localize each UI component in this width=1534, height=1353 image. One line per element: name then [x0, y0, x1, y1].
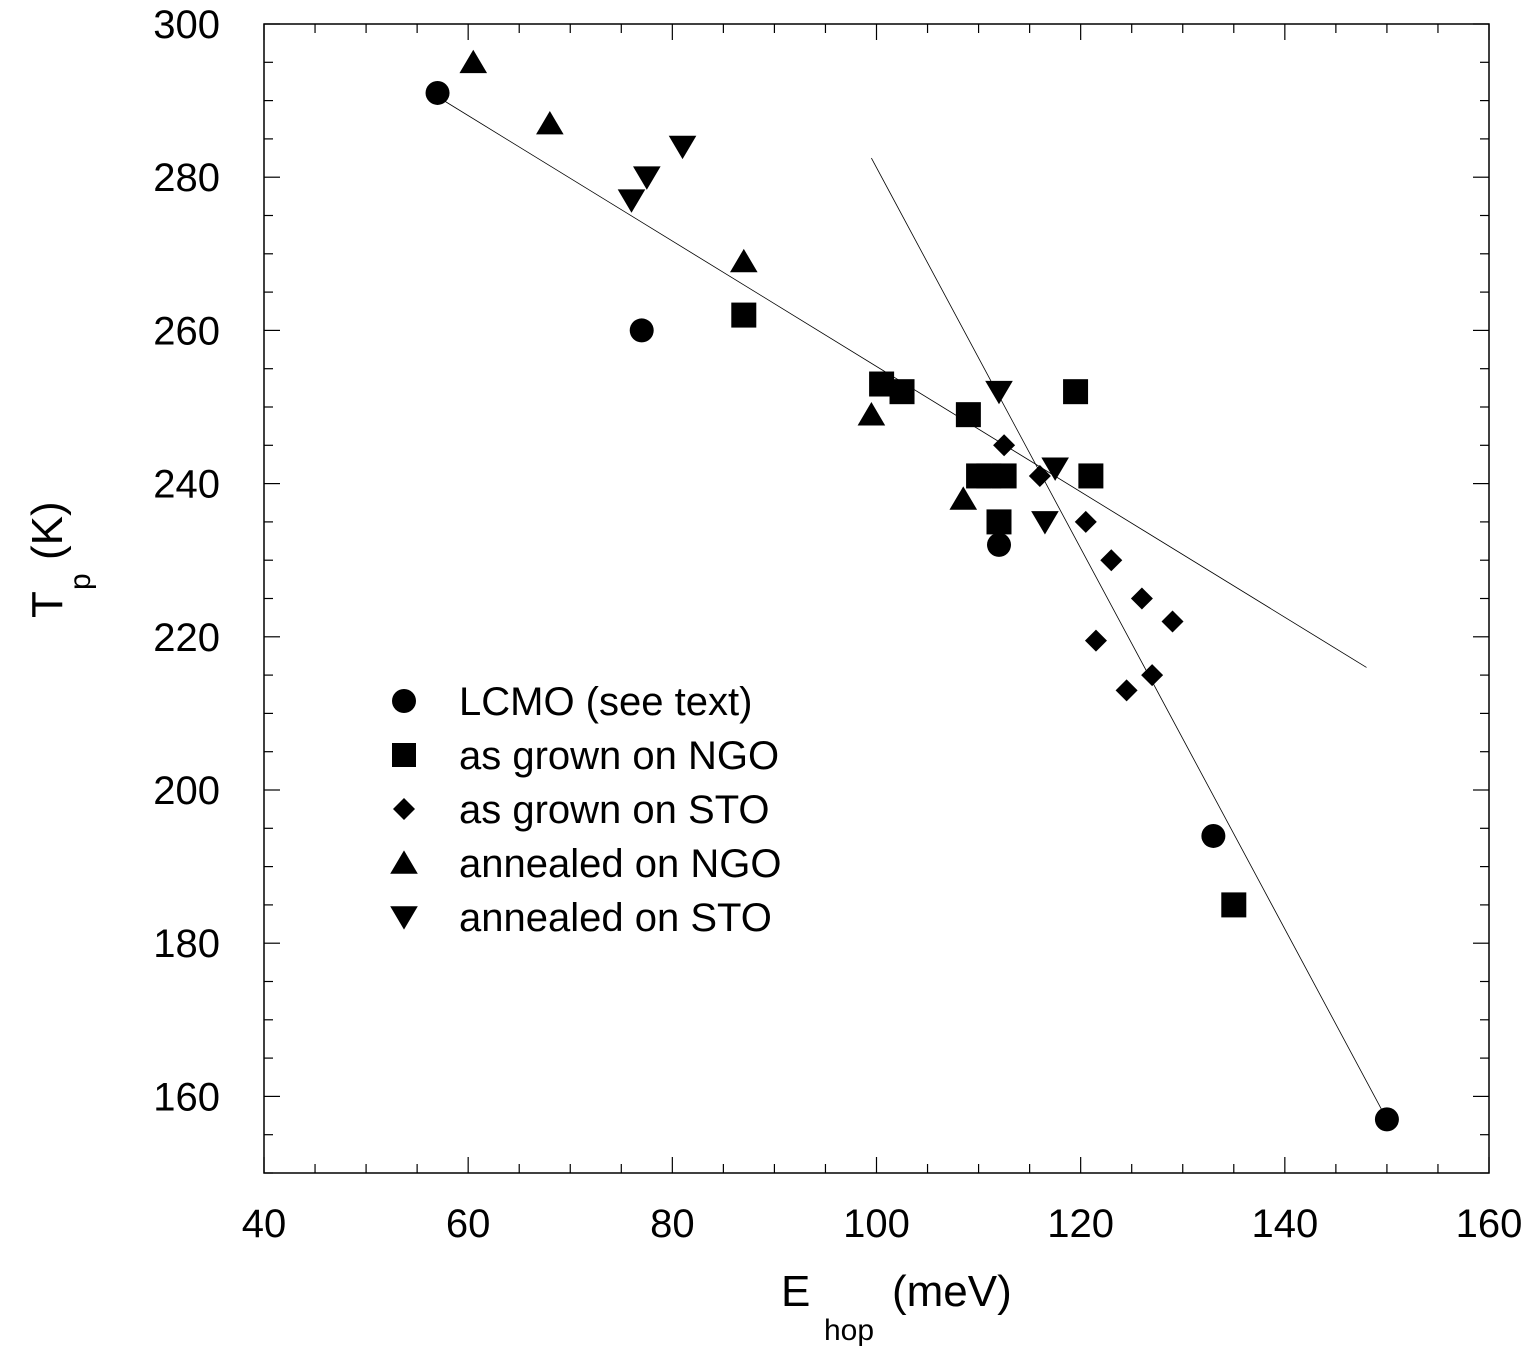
y-tick-label: 280 [153, 156, 220, 200]
legend-label: LCMO (see text) [459, 680, 752, 724]
legend: LCMO (see text) as grown on NGO as grown o… [390, 680, 781, 940]
data-point-triangle-up [729, 248, 758, 273]
data-point-triangle-down [633, 166, 661, 190]
series-triangle-down [617, 135, 1069, 535]
y-axis-label-main: T [23, 591, 72, 618]
y-axis-label-sub: p [64, 573, 97, 590]
data-point-square [1078, 463, 1104, 489]
data-point-triangle-up [536, 110, 564, 135]
legend-label: as grown on STO [459, 788, 770, 832]
x-tick-label: 80 [650, 1202, 695, 1246]
x-axis-label-sub: hop [824, 1314, 874, 1347]
data-point-diamond [1130, 587, 1153, 610]
data-point-triangle-up [459, 49, 488, 74]
y-tick-label: 240 [153, 463, 220, 507]
data-point-circle [1374, 1107, 1399, 1132]
legend-marker-diamond [393, 798, 415, 820]
data-point-triangle-down [1041, 457, 1069, 481]
y-tick-label: 260 [153, 309, 220, 353]
data-point-diamond [1100, 549, 1123, 572]
data-point-square [731, 302, 757, 328]
data-point-triangle-down [668, 135, 697, 160]
data-point-diamond [1161, 610, 1184, 633]
data-point-square [986, 509, 1012, 535]
data-point-triangle-down [617, 189, 646, 213]
data-point-circle [629, 318, 654, 343]
data-point-triangle-up [857, 402, 886, 426]
y-axis-label: Tp (K) [23, 501, 97, 618]
data-point-triangle-down [985, 380, 1013, 405]
x-tick-label: 140 [1251, 1202, 1318, 1246]
y-tick-label: 200 [153, 769, 220, 813]
data-point-diamond [1028, 464, 1051, 487]
data-point-diamond [1074, 510, 1097, 533]
legend-label: annealed on STO [459, 896, 772, 940]
x-tick-label: 120 [1047, 1202, 1114, 1246]
series-triangle-up [459, 49, 978, 510]
legend-marker-triangle-up [390, 850, 418, 874]
legend-label: as grown on NGO [459, 734, 779, 778]
plot-frame [263, 23, 1490, 1174]
legend-label: annealed on NGO [459, 842, 781, 886]
data-point-square [955, 402, 981, 428]
data-point-diamond [1084, 629, 1107, 652]
data-point-square [1063, 379, 1089, 405]
y-tick-label: 160 [153, 1075, 220, 1119]
y-axis-label-unit: (K) [23, 501, 72, 560]
data-point-diamond [1141, 664, 1164, 687]
data-point-triangle-up [949, 486, 978, 510]
x-tick-label: 160 [1456, 1202, 1523, 1246]
data-point-diamond [993, 434, 1016, 457]
series-diamond [993, 434, 1184, 702]
x-axis-label-unit: (meV) [892, 1267, 1012, 1316]
x-axis-label: Ehop (meV) [781, 1267, 1012, 1347]
data-point-circle [425, 80, 450, 105]
y-tick-label: 180 [153, 922, 220, 966]
series-square [731, 302, 1247, 918]
fit-line-2 [871, 157, 1388, 1120]
svg-text:Tp(K): Tp (K) [23, 501, 97, 618]
x-tick-label: 60 [446, 1202, 491, 1246]
series-circle [425, 80, 1399, 1132]
data-point-square [889, 379, 915, 405]
data-point-square [991, 463, 1017, 489]
data-point-circle [987, 532, 1011, 557]
x-tick-label: 100 [843, 1202, 910, 1246]
x-axis-label-main: E [781, 1267, 810, 1316]
data-point-diamond [1115, 679, 1138, 702]
data-point-square [1221, 892, 1247, 918]
x-tick-label: 40 [242, 1202, 287, 1246]
legend-marker-square [392, 743, 416, 767]
data-point-circle [1201, 823, 1226, 848]
y-tick-label: 220 [153, 616, 220, 660]
data-point-triangle-down [1031, 511, 1059, 535]
legend-marker-triangle-down [390, 906, 418, 930]
legend-marker-circle [392, 689, 416, 713]
y-tick-label: 300 [153, 3, 220, 47]
